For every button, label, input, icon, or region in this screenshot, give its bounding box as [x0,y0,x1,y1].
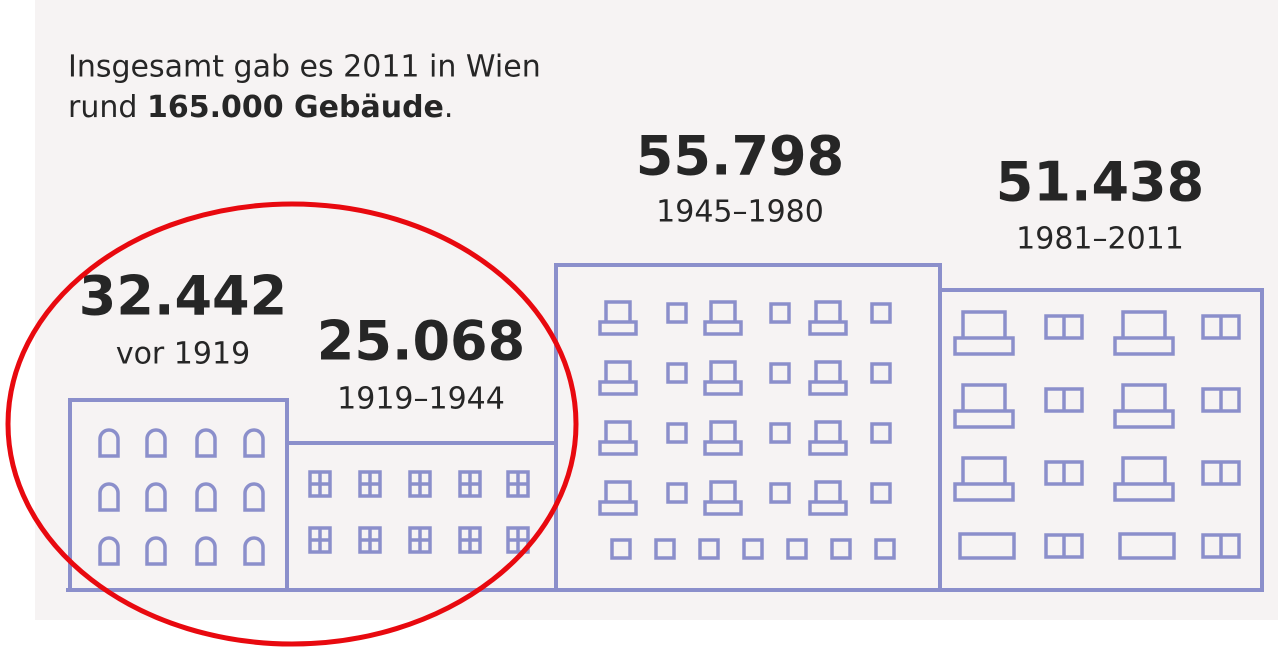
intro-line: Insgesamt gab es 2011 in Wien [68,50,541,85]
period: 1945–1980 [656,195,824,230]
intro-line: rund 165.000 Gebäude. [68,90,453,125]
period: 1919–1944 [337,382,505,417]
intro-highlight: 165.000 Gebäude [147,90,444,125]
period: vor 1919 [116,337,250,372]
infographic: Insgesamt gab es 2011 in Wien rund 165.0… [0,0,1278,649]
intro-text: rund [68,90,137,125]
period: 1981–2011 [1016,222,1184,257]
count: 32.442 [79,265,287,328]
page: Gebäude in Wien {"intro": {"line1": "Ins… [0,0,1278,649]
count: 55.798 [636,125,844,188]
count: 51.438 [996,151,1204,214]
intro-text: . [444,90,454,125]
count: 25.068 [317,310,525,373]
body: Insgesamt gab es 2011 in Wien rund 165.0… [0,0,1278,649]
